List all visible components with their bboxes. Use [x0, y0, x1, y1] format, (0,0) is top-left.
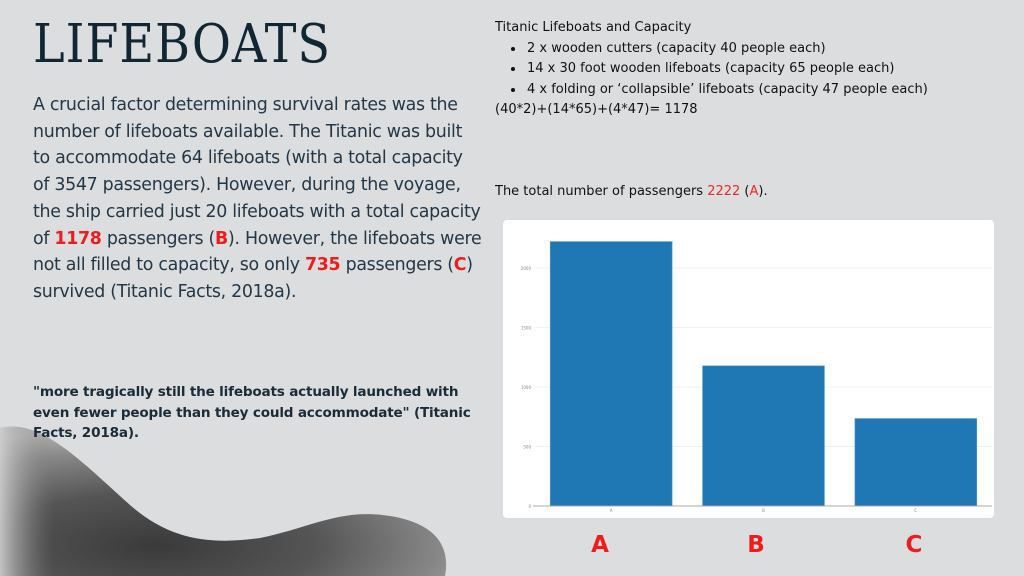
- bar-b: [702, 365, 825, 507]
- total-text: The total number of passengers: [495, 184, 708, 199]
- y-tick-label: 0: [528, 504, 531, 509]
- quote: "more tragically still the lifeboats act…: [33, 384, 471, 441]
- capacity-value: 1178: [54, 228, 102, 249]
- x-tick-label: A: [610, 508, 613, 513]
- list-item: 14 x 30 foot wooden lifeboats (capacity …: [525, 59, 965, 80]
- body-text-segment: A crucial factor determining survival ra…: [33, 95, 481, 249]
- bar-chart: 0 500 1000 1500 2000 A B C: [503, 220, 994, 518]
- total-text: ).: [758, 184, 768, 199]
- x-tick-label: B: [762, 508, 765, 513]
- y-tick-label: 1500: [521, 326, 532, 331]
- category-label-b: B: [747, 532, 765, 558]
- capacity-heading: Titanic Lifeboats and Capacity: [495, 20, 692, 35]
- capacity-formula: (40*2)+(14*65)+(4*47)= 1178: [495, 102, 698, 117]
- category-label-a: A: [591, 532, 609, 558]
- total-text: (: [740, 184, 750, 199]
- total-passengers: The total number of passengers 2222 (A).: [495, 184, 768, 199]
- list-item: 4 x folding or ‘collapsible’ lifeboats (…: [525, 80, 965, 101]
- x-tick-label: C: [914, 508, 917, 513]
- list-item: 2 x wooden cutters (capacity 40 people e…: [525, 39, 965, 60]
- chart-canvas: 0 500 1000 1500 2000 A B C: [521, 241, 992, 513]
- body-text-segment: passengers (: [340, 255, 455, 276]
- y-tick-label: 1000: [521, 385, 532, 390]
- capacity-section: Titanic Lifeboats and Capacity 2 x woode…: [495, 18, 965, 121]
- body-paragraph: A crucial factor determining survival ra…: [33, 92, 483, 306]
- label-a: A: [749, 184, 759, 199]
- decorative-wave: [0, 426, 447, 576]
- body-text-segment: ) survived (Titanic Facts, 2018a).: [33, 255, 473, 302]
- slide-title: LIFEBOATS: [33, 14, 331, 75]
- survivors-value: 735: [304, 255, 341, 276]
- body-text-segment: passengers (: [101, 228, 216, 249]
- label-c: C: [453, 255, 467, 276]
- y-tick-label: 2000: [521, 266, 532, 271]
- total-value: 2222: [707, 184, 741, 199]
- bar-c: [854, 418, 978, 507]
- body-text-segment: ). However, the lifeboats were not all f…: [33, 228, 482, 276]
- y-tick-label: 500: [523, 445, 531, 450]
- bar-a: [549, 241, 673, 507]
- capacity-list: 2 x wooden cutters (capacity 40 people e…: [495, 39, 965, 101]
- category-label-c: C: [905, 532, 923, 558]
- label-b: B: [215, 228, 228, 249]
